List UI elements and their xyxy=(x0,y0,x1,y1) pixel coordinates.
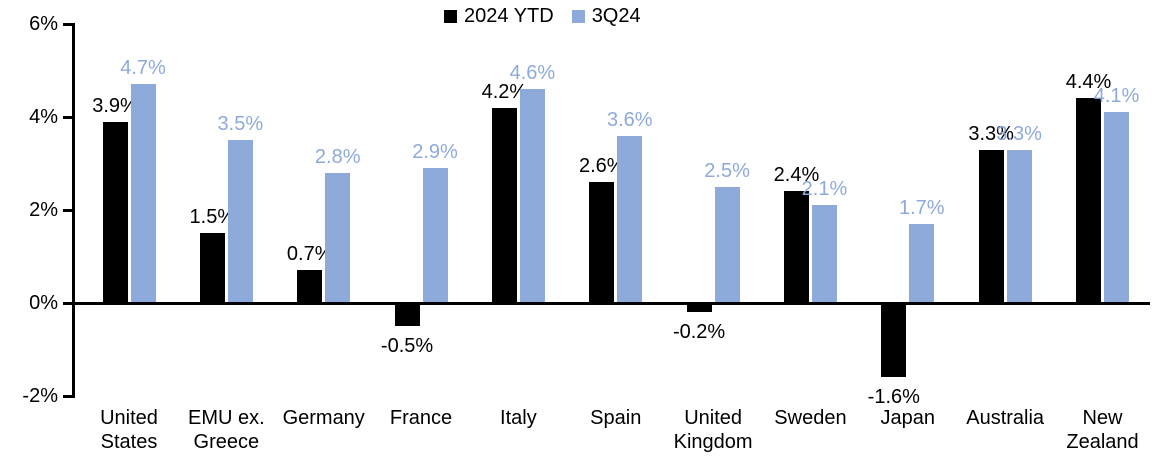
legend-swatch-3q24 xyxy=(571,10,585,23)
category-label: Germany xyxy=(282,407,365,429)
bar-3q24 xyxy=(422,168,448,303)
bar-3q24 xyxy=(1104,112,1129,303)
category-label: Sweden xyxy=(774,407,847,429)
chart-legend: 2024 YTD 3Q24 xyxy=(444,5,641,28)
value-label-3q24: 4.1% xyxy=(1093,85,1140,108)
value-label-2024-ytd: 2.6% xyxy=(578,155,625,178)
value-label-2024-ytd: 4.2% xyxy=(481,80,528,103)
value-label-3q24: 3.3% xyxy=(996,122,1042,145)
value-label-2024-ytd: -1.6% xyxy=(867,386,920,409)
value-label-3q24: 2.1% xyxy=(801,178,848,201)
y-axis-tick xyxy=(63,22,75,26)
bar-2024-ytd xyxy=(686,303,712,313)
y-axis-tick-label: 2% xyxy=(29,199,58,221)
y-axis-tick xyxy=(63,208,75,212)
bar-2024-ytd xyxy=(881,303,907,378)
y-axis-tick-label: 4% xyxy=(29,106,58,128)
bar-3q24 xyxy=(130,84,156,303)
bar-2024-ytd xyxy=(1076,98,1101,303)
value-label-2024-ytd: 1.5% xyxy=(189,206,236,229)
category-label: United Kingdom xyxy=(673,407,753,453)
y-axis-tick xyxy=(63,394,75,398)
y-axis-tick-label: -2% xyxy=(22,385,58,407)
x-axis-line xyxy=(72,301,1150,305)
bar-3q24 xyxy=(617,135,643,303)
category-label: Australia xyxy=(966,407,1045,429)
category-label: New Zealand xyxy=(1066,407,1139,453)
bar-3q24 xyxy=(811,205,837,303)
bar-2024-ytd xyxy=(491,107,517,303)
value-label-2024-ytd: 4.4% xyxy=(1065,71,1112,94)
legend-swatch-2024-ytd xyxy=(444,10,457,23)
value-label-2024-ytd: -0.2% xyxy=(672,321,726,344)
value-label-3q24: 3.6% xyxy=(606,108,653,131)
y-axis-tick xyxy=(63,301,75,305)
bar-3q24 xyxy=(325,172,351,303)
bar-3q24 xyxy=(714,186,740,303)
category-label: Spain xyxy=(590,407,642,429)
bar-2024-ytd xyxy=(783,191,809,303)
value-label-2024-ytd: 3.9% xyxy=(92,94,138,117)
value-label-2024-ytd: 0.7% xyxy=(286,243,333,266)
legend-item-3q24: 3Q24 xyxy=(571,5,641,28)
category-label: EMU ex. Greece xyxy=(188,407,265,453)
y-axis-tick-label: 6% xyxy=(29,13,58,35)
y-axis-tick xyxy=(63,115,75,119)
value-label-3q24: 4.6% xyxy=(509,62,556,85)
bar-2024-ytd xyxy=(199,233,225,303)
bar-2024-ytd xyxy=(102,121,128,303)
value-label-2024-ytd: 2.4% xyxy=(773,164,820,187)
value-label-3q24: 2.8% xyxy=(314,145,361,168)
legend-label-3q24: 3Q24 xyxy=(591,5,641,27)
bar-3q24 xyxy=(1006,149,1032,303)
value-label-2024-ytd: 3.3% xyxy=(968,122,1014,145)
value-label-3q24: 3.5% xyxy=(217,113,264,136)
category-label: Japan xyxy=(880,407,936,429)
value-label-3q24: 2.9% xyxy=(412,141,458,164)
bar-3q24 xyxy=(227,140,253,303)
legend-item-2024-ytd: 2024 YTD xyxy=(444,5,554,28)
bar-2024-ytd xyxy=(589,182,615,303)
value-label-2024-ytd: -0.5% xyxy=(380,335,434,358)
value-label-3q24: 1.7% xyxy=(899,196,945,219)
bar-2024-ytd xyxy=(394,303,420,327)
bar-3q24 xyxy=(909,223,935,303)
y-axis-tick-label: 0% xyxy=(29,292,58,314)
bar-2024-ytd xyxy=(297,270,323,303)
value-label-3q24: 4.7% xyxy=(120,57,166,80)
legend-label-2024-ytd: 2024 YTD xyxy=(464,5,554,27)
category-label: Italy xyxy=(500,407,537,429)
bar-3q24 xyxy=(519,89,545,303)
value-label-3q24: 2.5% xyxy=(704,159,750,182)
category-label: France xyxy=(389,407,453,429)
category-label: United States xyxy=(100,407,158,453)
bar-2024-ytd xyxy=(978,149,1004,303)
